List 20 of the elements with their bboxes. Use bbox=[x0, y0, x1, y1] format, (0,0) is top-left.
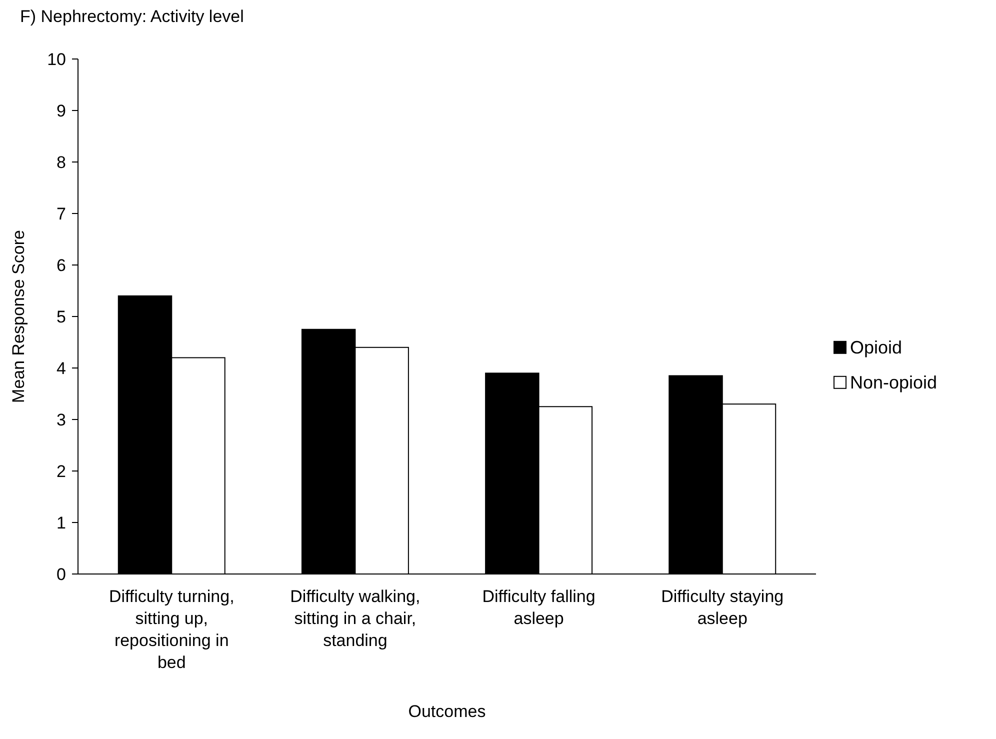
y-tick-label: 4 bbox=[56, 358, 66, 378]
y-tick-label: 1 bbox=[56, 513, 66, 532]
y-tick-label: 3 bbox=[56, 410, 66, 430]
chart-title: F) Nephrectomy: Activity level bbox=[20, 7, 244, 26]
x-tick-label: Difficulty falling asleep bbox=[482, 587, 596, 628]
x-tick-label: Difficulty staying asleep bbox=[661, 587, 784, 628]
y-tick-label: 8 bbox=[56, 152, 66, 172]
y-tick-label: 10 bbox=[47, 50, 66, 69]
y-tick-label: 0 bbox=[56, 564, 66, 584]
y-tick-label: 6 bbox=[56, 256, 66, 275]
y-tick-label: 9 bbox=[56, 101, 66, 120]
y-tick-label: 2 bbox=[56, 462, 66, 481]
y-axis-title: Mean Response Score bbox=[9, 230, 28, 403]
x-axis-title: Outcomes bbox=[408, 702, 486, 721]
x-tick-label: Difficulty walking, sitting in a chair, standing bbox=[290, 587, 420, 650]
legend-label: Opioid bbox=[850, 338, 902, 358]
y-tick-label: 7 bbox=[56, 204, 66, 224]
y-tick-label: 5 bbox=[56, 307, 66, 326]
x-tick-label: Difficulty turning, sitting up, repositioning in bed bbox=[108, 587, 234, 672]
legend-label: Non-opioid bbox=[850, 372, 938, 393]
